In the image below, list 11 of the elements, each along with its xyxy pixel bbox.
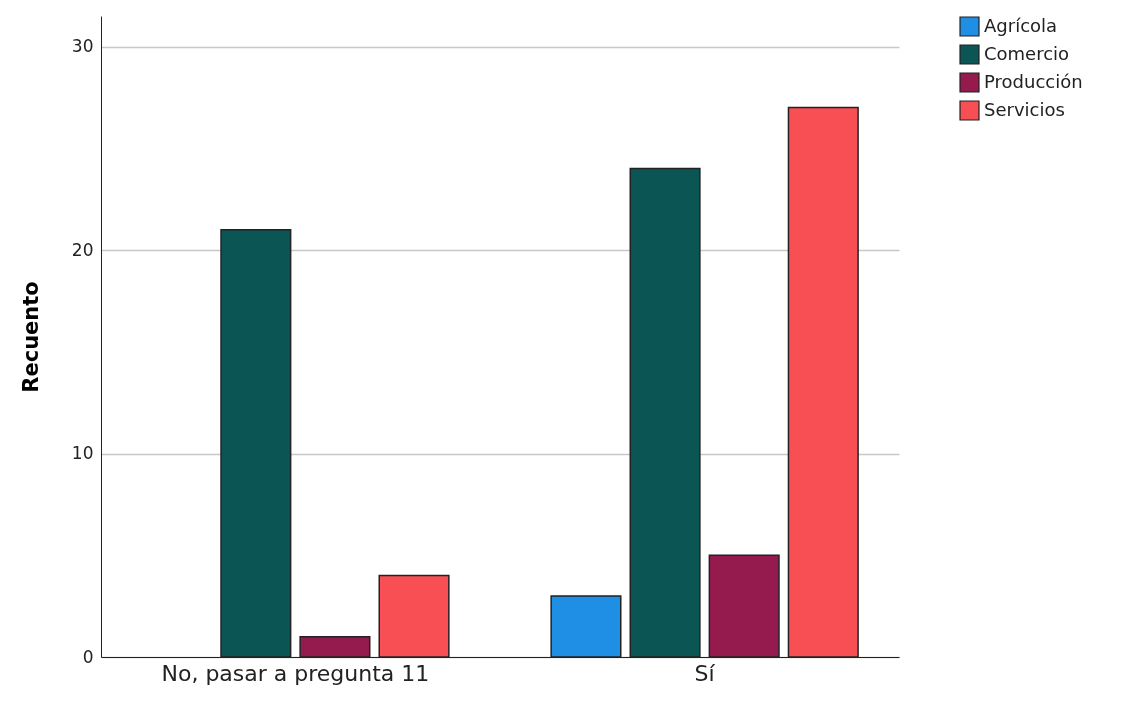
y-tick-label: 10 [71,443,94,464]
legend-label: Agrícola [984,14,1058,36]
y-tick-label: 20 [71,239,94,260]
x-tick-label: Sí [694,660,716,686]
legend-label: Producción [984,70,1083,92]
legend-label: Servicios [984,98,1065,120]
y-axis-title: Recuento [18,281,43,393]
y-tick-label: 30 [71,36,94,57]
legend-label: Comercio [984,42,1070,64]
y-tick-label: 0 [82,646,94,667]
x-tick-label: No, pasar a pregunta 11 [161,660,430,686]
